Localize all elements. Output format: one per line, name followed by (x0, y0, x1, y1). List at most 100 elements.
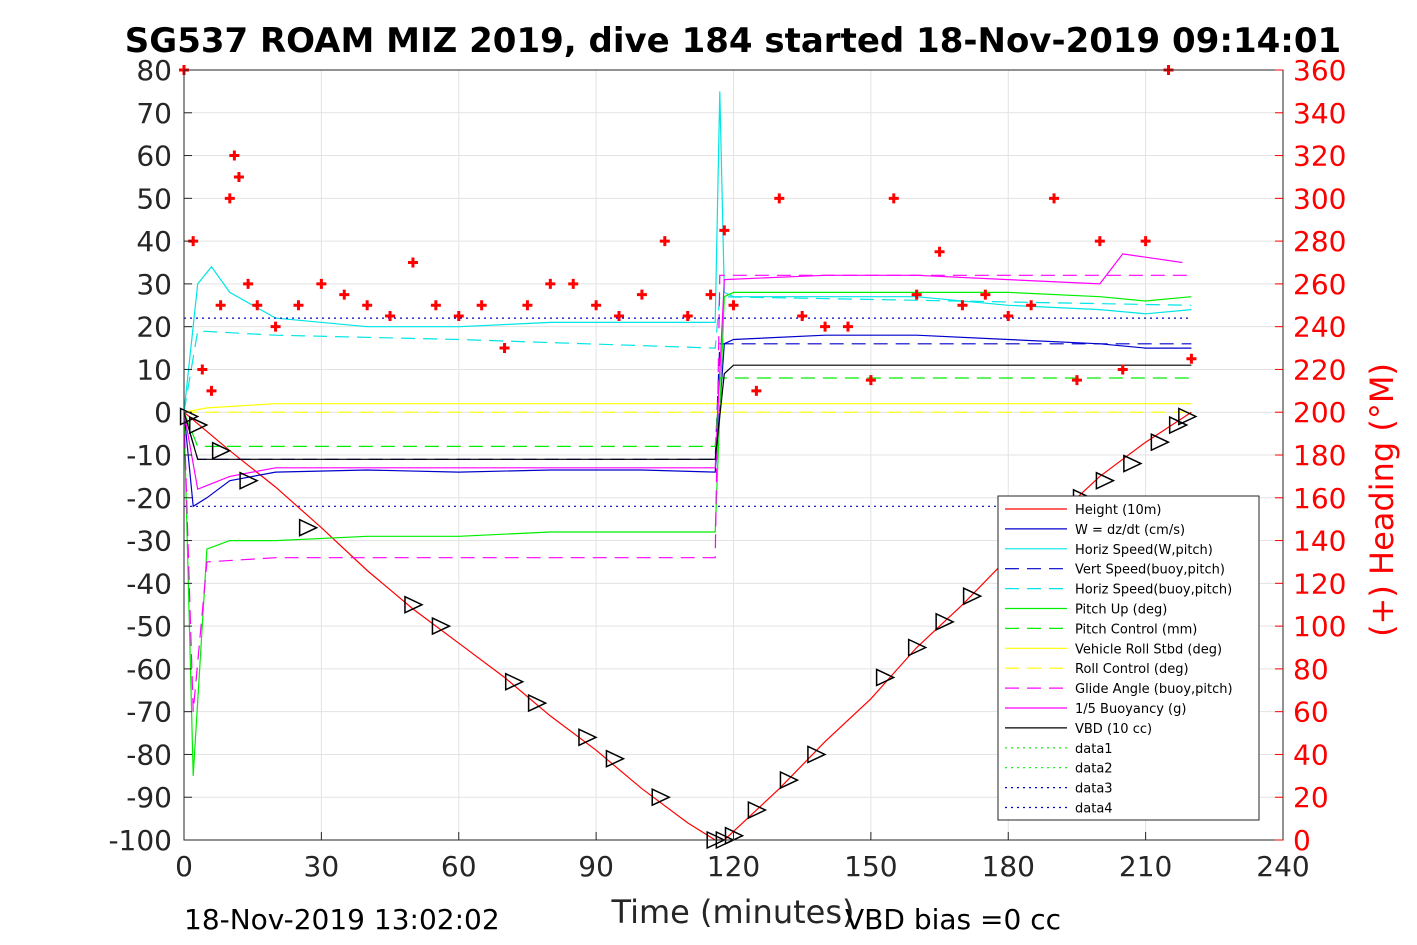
y-tick-label-right: 60 (1293, 696, 1329, 729)
heading-marker (243, 278, 254, 289)
height-marker-triangle (1150, 432, 1171, 452)
height-marker-triangle (211, 441, 232, 460)
heading-marker (934, 246, 945, 257)
y-tick-label-right: 240 (1293, 311, 1346, 344)
heading-marker (206, 385, 217, 396)
legend-entry-horiz-speed-buoy-pitch: Horiz Speed(buoy,pitch) (1075, 583, 1232, 598)
y-tick-label-left: 30 (136, 268, 172, 301)
y-tick-label-right: 320 (1293, 140, 1346, 173)
heading-marker (774, 193, 785, 204)
chart-title: SG537 ROAM MIZ 2019, dive 184 started 18… (125, 21, 1341, 61)
footer-vbd-bias: VBD bias =0 cc (845, 903, 1061, 936)
ticks: 0 30 60 90 120 150 180 210 24080706050403020100-… (108, 54, 1346, 883)
height-marker-triangle (1123, 454, 1143, 473)
x-tick-label: 30 (304, 850, 340, 883)
x-axis-label: Time (minutes) (611, 893, 855, 931)
y-tick-label-right: 140 (1293, 525, 1346, 558)
legend: Height (10m) W = dz/dt (cm/s) Horiz Speed(… (997, 495, 1260, 821)
heading-marker (476, 300, 487, 311)
height-marker-triangle (962, 586, 983, 606)
y-tick-label-left: -30 (126, 525, 172, 558)
y-tick-label-right: 220 (1293, 353, 1346, 386)
y-tick-label-left: 50 (136, 182, 172, 215)
heading-marker (229, 150, 240, 161)
heading-marker (499, 343, 510, 354)
y-tick-label-right: 40 (1293, 738, 1329, 771)
heading-marker (1049, 193, 1060, 204)
legend-box (997, 495, 1260, 821)
heading-marker (1186, 353, 1197, 364)
y-tick-label-right: 160 (1293, 482, 1346, 515)
y-tick-label-right: 120 (1293, 567, 1346, 600)
x-tick-label: 210 (1119, 850, 1172, 883)
heading-marker (568, 278, 579, 289)
x-tick-label: 180 (982, 850, 1035, 883)
heading-marker (820, 321, 831, 332)
height-marker-triangle (807, 745, 827, 764)
y-tick-label-left: 60 (136, 140, 172, 173)
heading-marker (1003, 310, 1014, 321)
height-marker-triangle (298, 518, 319, 537)
heading-marker (591, 300, 602, 311)
heading-marker (888, 193, 899, 204)
heading-marker (705, 289, 716, 300)
heading-marker (224, 193, 235, 204)
y-tick-label-right: 100 (1293, 610, 1346, 643)
height-marker-triangle (1178, 407, 1198, 426)
series-line-horiz-speed-w-pitch (183, 91, 1192, 413)
heading-marker (719, 225, 730, 236)
series-line-vbd-10-cc (183, 364, 1192, 460)
heading-marker (522, 300, 533, 311)
legend-entry-vehicle-roll-stbd-deg: Vehicle Roll Stbd (deg) (1075, 642, 1222, 657)
legend-entry-data4: data4 (1075, 802, 1113, 817)
height-marker-triangle (188, 415, 209, 435)
legend-entry-glide-angle-buoy-pitch: Glide Angle (buoy,pitch) (1075, 682, 1233, 697)
height-marker-triangle (875, 668, 896, 687)
legend-entry-pitch-up-deg: Pitch Up (deg) (1075, 603, 1167, 618)
height-marker-triangle (1095, 471, 1116, 490)
heading-marker (1094, 236, 1105, 247)
legend-entry-vert-speed-buoy-pitch: Vert Speed(buoy,pitch) (1075, 563, 1225, 578)
heading-marker (751, 385, 762, 396)
heading-marker (957, 300, 968, 311)
y-tick-label-left: -50 (126, 610, 172, 643)
y-tick-label-right: 360 (1293, 54, 1346, 87)
heading-marker (407, 257, 418, 268)
y-tick-label-right: 300 (1293, 182, 1346, 215)
y-tick-label-left: -70 (126, 696, 172, 729)
heading-marker (659, 236, 670, 247)
y-tick-label-right: 340 (1293, 97, 1346, 130)
y-tick-label-right: 0 (1293, 824, 1311, 857)
legend-entry-data2: data2 (1075, 762, 1113, 777)
x-tick-label: 60 (441, 850, 477, 883)
series-line-w-dz-dt-cm-s (183, 334, 1192, 508)
y-tick-label-left: 70 (136, 97, 172, 130)
heading-marker (911, 289, 922, 300)
legend-entry-roll-control-deg: Roll Control (deg) (1075, 662, 1189, 677)
y-tick-label-right: 180 (1293, 439, 1346, 472)
heading-marker (682, 310, 693, 321)
height-marker-triangle (779, 770, 800, 790)
y-tick-label-right: 80 (1293, 653, 1329, 686)
heading-marker (453, 310, 464, 321)
plot-lines (179, 65, 1198, 850)
series-line-pitch-up-deg (183, 291, 1192, 776)
y-tick-label-left: -10 (126, 439, 172, 472)
legend-entry-data3: data3 (1075, 782, 1113, 797)
heading-marker (233, 171, 244, 182)
y-axis-label-right: (+) Heading (°M) (1363, 363, 1401, 637)
y-tick-label-left: 80 (136, 54, 172, 87)
legend-entry-vbd-10-cc: VBD (10 cc) (1075, 722, 1152, 737)
height-marker-triangle (504, 672, 525, 691)
height-marker-triangle (239, 471, 259, 490)
height-marker-triangle (404, 595, 424, 614)
heading-marker (1071, 375, 1082, 386)
y-tick-label-left: 40 (136, 225, 172, 258)
heading-marker (215, 300, 226, 311)
legend-entry-pitch-control-mm: Pitch Control (mm) (1075, 622, 1197, 637)
y-tick-label-right: 200 (1293, 396, 1346, 429)
height-marker-triangle (651, 788, 671, 807)
legend-entry-1-5-buoyancy-g: 1/5 Buoyancy (g) (1075, 702, 1186, 717)
heading-marker (385, 310, 396, 321)
